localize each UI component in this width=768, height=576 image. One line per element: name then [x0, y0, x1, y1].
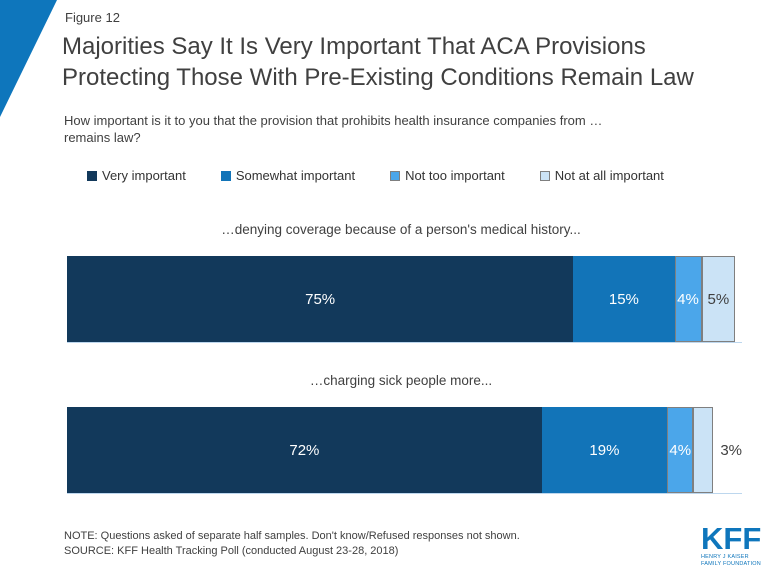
legend-label: Very important: [102, 168, 186, 183]
bar-segment-label: 5%: [707, 290, 730, 308]
bar-category-label: …denying coverage because of a person's …: [221, 222, 581, 237]
legend-swatch: [87, 170, 97, 181]
stacked-bar: 72% 19% 4% 3%: [67, 407, 742, 493]
page-title: Majorities Say It Is Very Important That…: [62, 33, 694, 91]
chart-group: …denying coverage because of a person's …: [67, 222, 742, 342]
legend-swatch: [390, 170, 401, 181]
bar-segment-label: 15%: [608, 290, 639, 308]
survey-question-text: How important is it to you that the prov…: [64, 113, 603, 145]
bar-segment-label: 72%: [289, 441, 320, 459]
bar-segment: 4%: [674, 256, 702, 342]
legend-item: Somewhat important: [220, 168, 356, 183]
corner-accent-triangle: [0, 0, 57, 117]
legend-item: Not at all important: [539, 168, 664, 183]
kff-logo-text: KFF: [701, 521, 762, 556]
figure-label: Figure 12: [65, 10, 120, 25]
legend-label: Not too important: [405, 168, 505, 183]
note-text: NOTE: Questions asked of separate half s…: [64, 530, 520, 542]
chart-group: …charging sick people more... 72% 19% 4% 3%: [67, 373, 742, 493]
bar-segment-outside-label: 3%: [720, 441, 742, 459]
bar-category-label: …charging sick people more...: [309, 373, 493, 388]
kff-logo: KFF HENRY J KAISER FAMILY FOUNDATION: [701, 521, 763, 567]
bar-segment-label: 4%: [677, 290, 699, 308]
stacked-bar-chart: …denying coverage because of a person's …: [67, 222, 742, 524]
bar-segment: 15%: [573, 256, 675, 342]
legend-label: Somewhat important: [235, 168, 356, 183]
stacked-bar: 75% 15% 4% 5%: [67, 256, 742, 342]
bar-segment: 4%: [667, 407, 694, 493]
bar-segment: 72%: [67, 407, 542, 493]
legend-item: Very important: [87, 168, 186, 183]
bar-segment: 5%: [701, 256, 736, 342]
source-text: SOURCE: KFF Health Tracking Poll (conduc…: [64, 544, 399, 557]
bar-segment: 19%: [541, 407, 668, 493]
bar-segment: 75%: [67, 256, 574, 342]
legend-swatch: [539, 170, 550, 181]
footnote-block: NOTE: Questions asked of separate half s…: [64, 529, 520, 558]
kff-logo-subtitle: HENRY J KAISER FAMILY FOUNDATION: [701, 554, 761, 567]
bar-segment-label: 19%: [589, 441, 620, 459]
bar-segment: [693, 407, 714, 493]
legend-label: Not at all important: [554, 168, 664, 183]
legend-swatch: [220, 170, 231, 181]
bar-segment-label: 75%: [305, 290, 336, 308]
chart-legend: Very important Somewhat important Not too …: [87, 168, 664, 183]
legend-item: Not too important: [390, 168, 505, 183]
bar-segment-label: 4%: [669, 441, 692, 459]
